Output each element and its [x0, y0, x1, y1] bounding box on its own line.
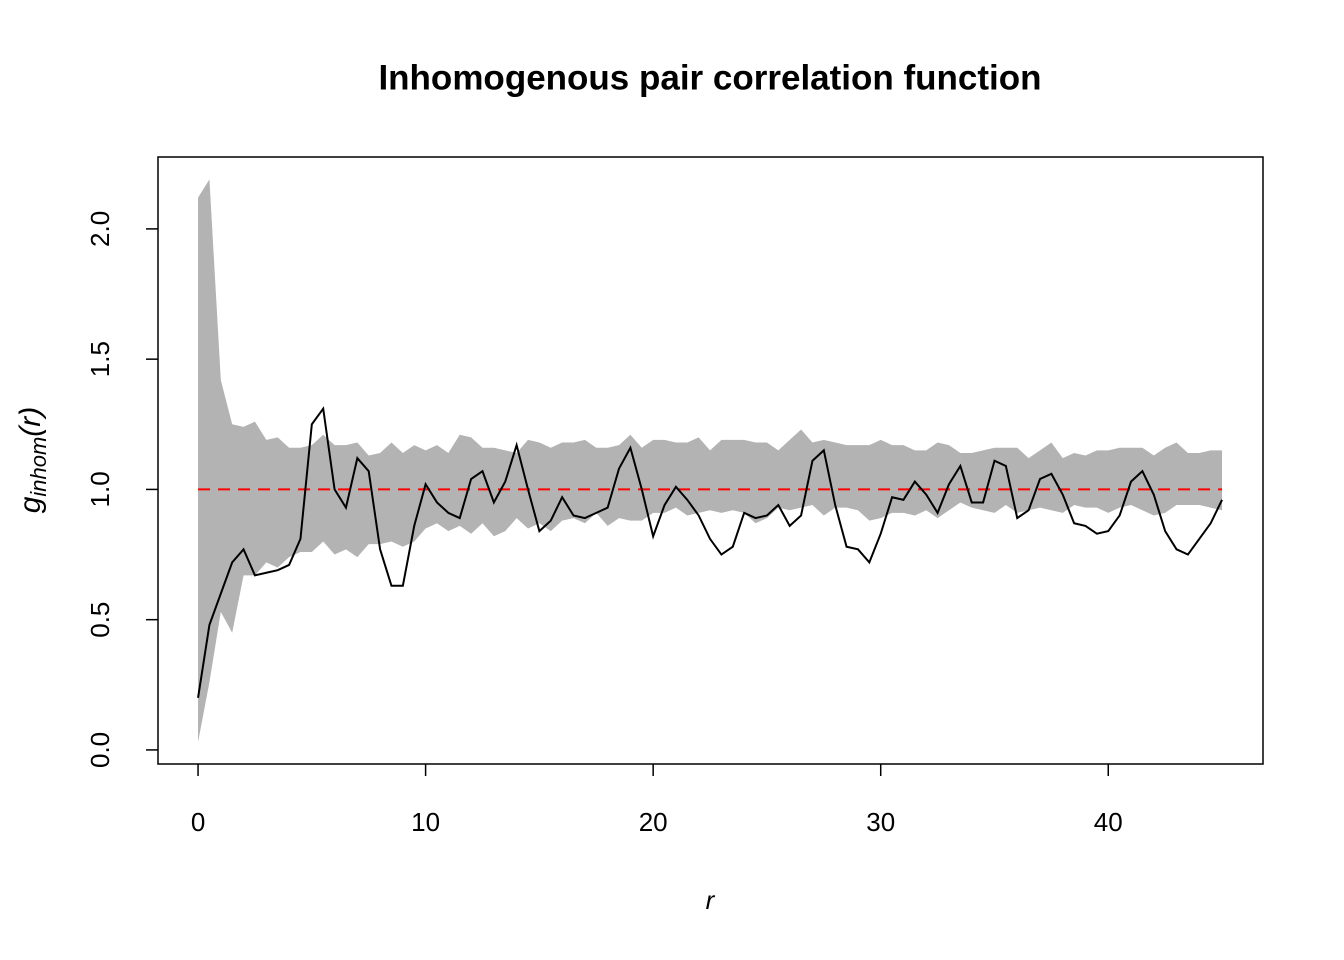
x-axis-label: r: [706, 885, 716, 915]
x-tick-label: 30: [866, 807, 895, 837]
x-tick-label: 10: [411, 807, 440, 837]
y-label-arg: (r): [14, 407, 47, 437]
y-tick-label: 1.5: [85, 341, 115, 377]
y-axis-label: ginhom(r): [14, 407, 51, 514]
x-tick-label: 20: [639, 807, 668, 837]
y-tick-label: 2.0: [85, 211, 115, 247]
y-tick-label: 0.0: [85, 732, 115, 768]
series-line: [197, 406, 1223, 698]
x-tick-label: 40: [1094, 807, 1123, 837]
y-tick-label: 0.5: [85, 602, 115, 638]
y-label-sub: inhom: [26, 437, 51, 497]
envelope-area: [198, 179, 1223, 743]
chart-title: Inhomogenous pair correlation function: [378, 58, 1041, 97]
y-tick-label: 1.0: [85, 471, 115, 507]
plot-box: [157, 156, 1264, 765]
x-tick-label: 0: [191, 807, 205, 837]
y-label-main: g: [14, 496, 47, 513]
